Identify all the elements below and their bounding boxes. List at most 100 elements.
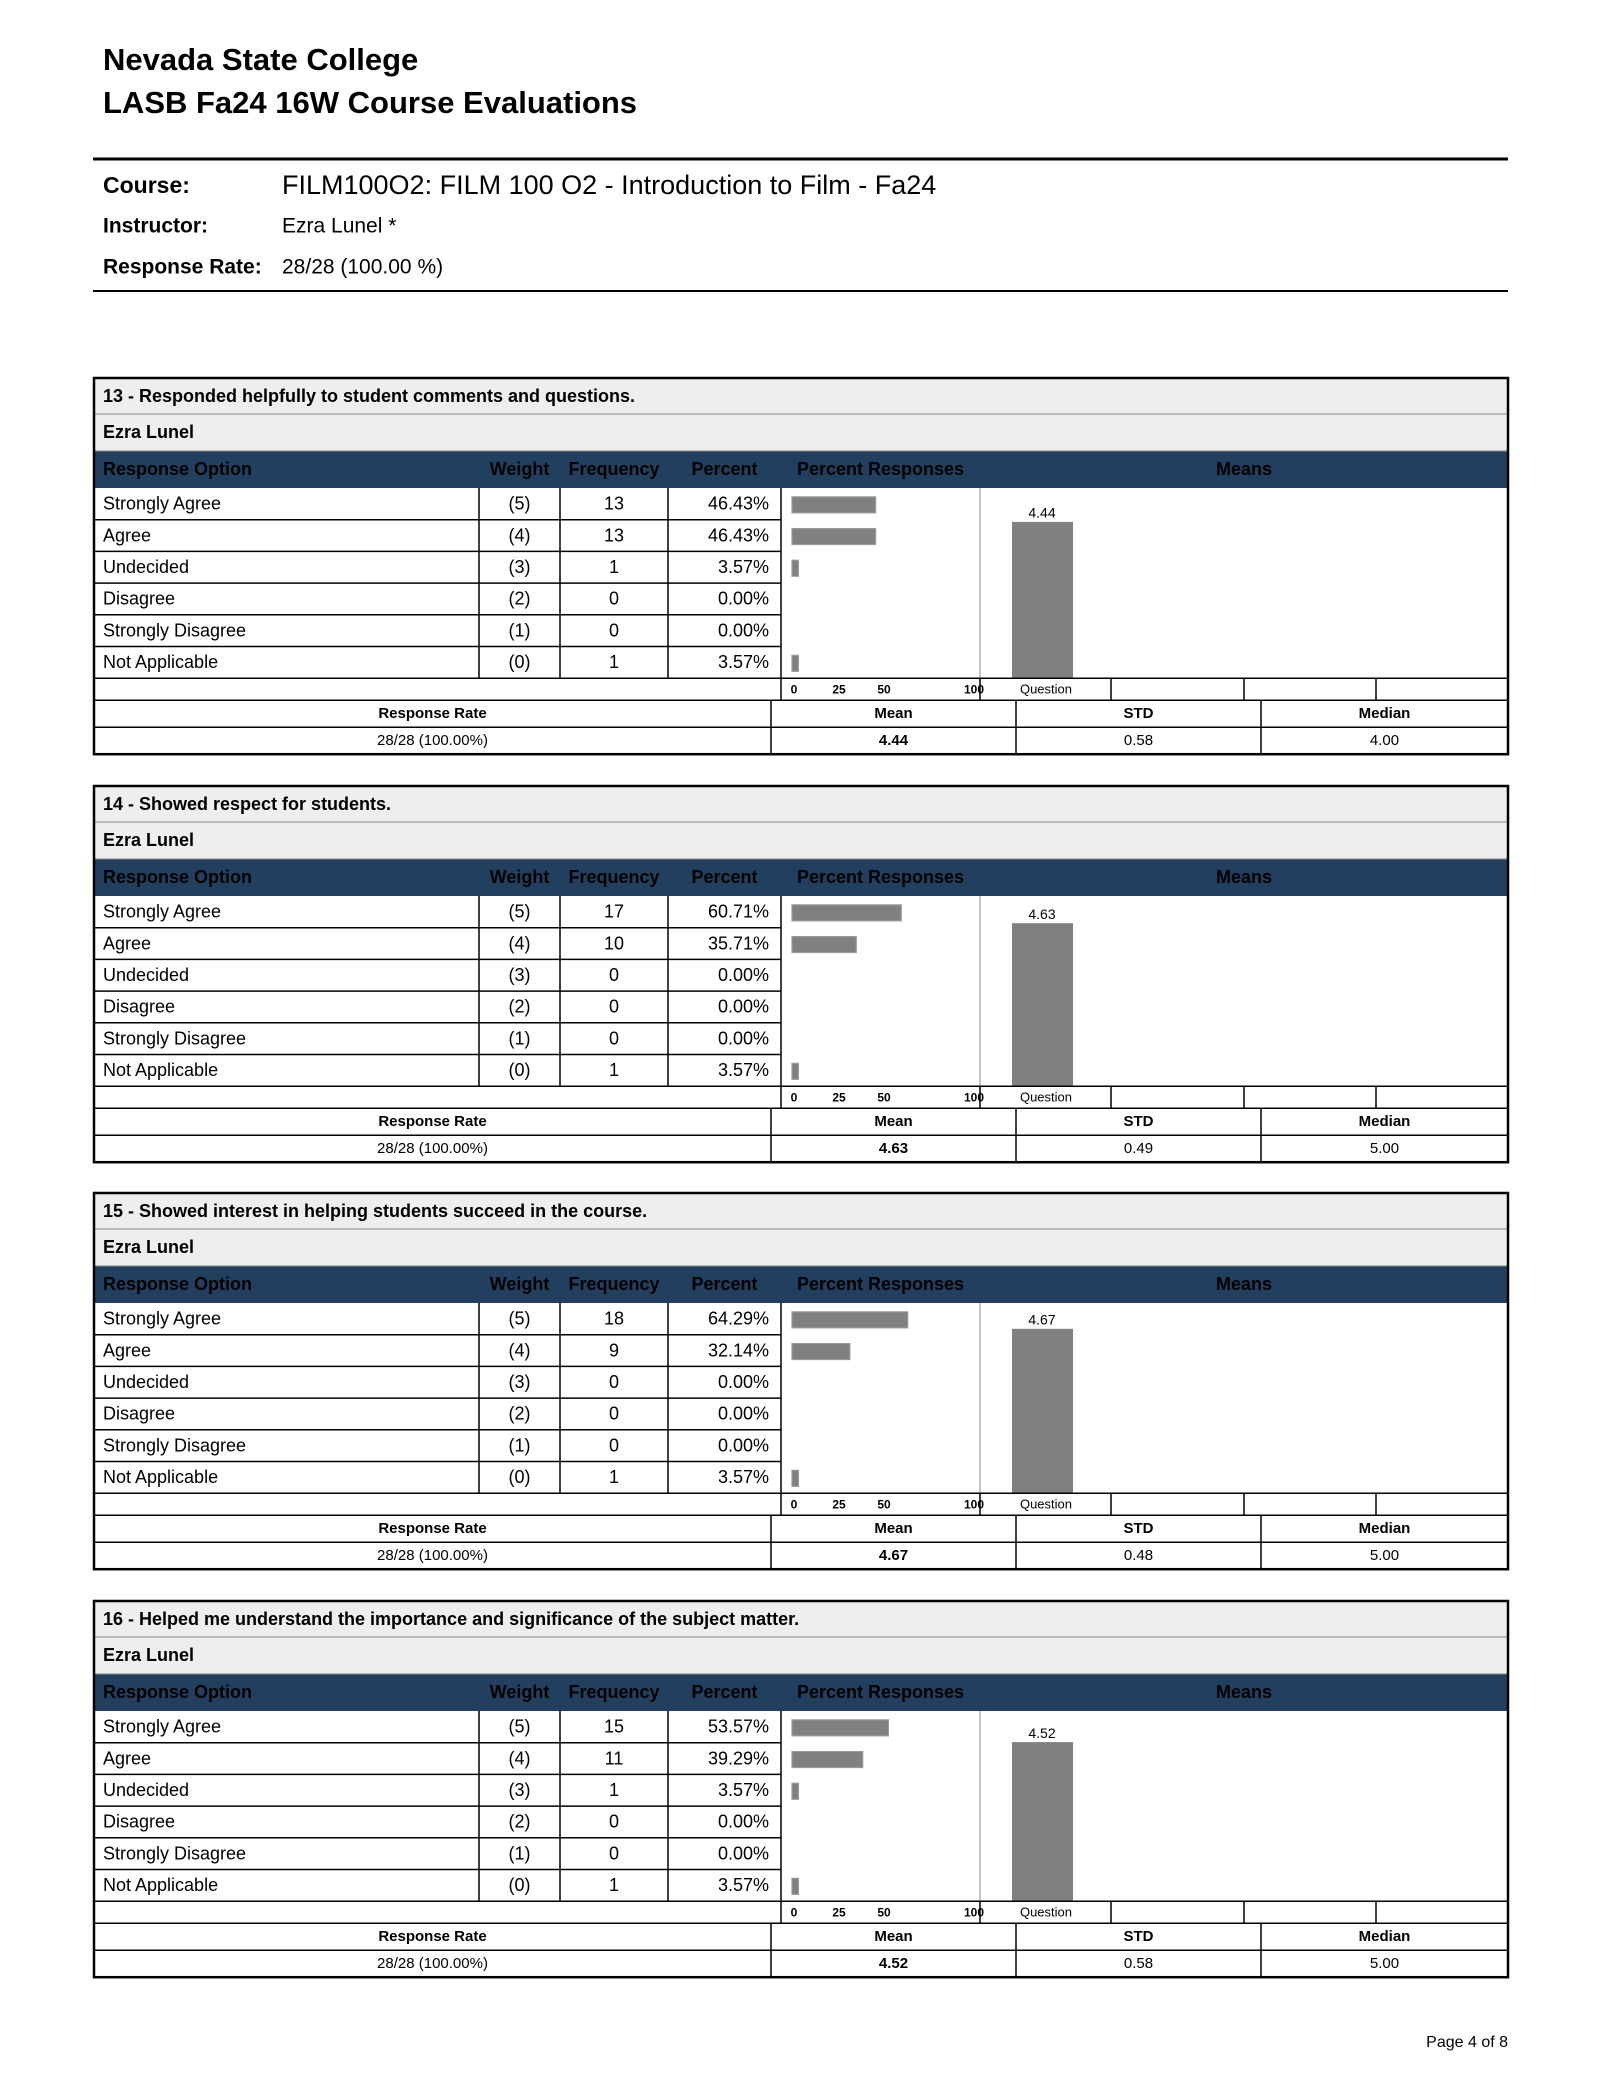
- frequency: 0: [609, 1372, 619, 1392]
- mean: 4.52: [879, 1955, 908, 1972]
- frequency: 18: [604, 1309, 624, 1329]
- instructor-label: Instructor:: [103, 215, 208, 238]
- median: 5.00: [1370, 1955, 1399, 1972]
- title-row: [94, 1193, 1508, 1229]
- frequency: 15: [604, 1717, 624, 1737]
- percent-bar: [791, 1719, 890, 1737]
- footer-label: Median: [1359, 705, 1411, 722]
- institution: Nevada State College: [103, 42, 418, 77]
- weight: (4): [509, 1340, 531, 1360]
- page-number: Page 4 of 8: [1426, 2034, 1508, 2051]
- weight: (3): [509, 1372, 531, 1392]
- column-header: Percent Responses: [797, 459, 964, 479]
- footer-label: Mean: [874, 1928, 912, 1945]
- frequency: 1: [609, 1875, 619, 1895]
- instructor-name: Ezra Lunel: [103, 422, 194, 442]
- weight: (0): [509, 1060, 531, 1080]
- title-row: [94, 1601, 1508, 1637]
- weight: (1): [509, 1843, 531, 1863]
- course-label: Course:: [103, 172, 190, 198]
- instructor-row: [94, 414, 1508, 451]
- frequency: 0: [609, 1028, 619, 1048]
- percent: 0.00%: [718, 589, 769, 609]
- percent: 53.57%: [708, 1717, 769, 1737]
- question-title: 15 - Showed interest in helping students…: [103, 1201, 647, 1221]
- percent: 35.71%: [708, 933, 769, 953]
- std: 0.49: [1124, 1140, 1153, 1157]
- axis-tick-label: 50: [877, 1497, 891, 1511]
- option: Undecided: [103, 1372, 189, 1392]
- column-header: Frequency: [568, 1274, 659, 1294]
- weight: (2): [509, 589, 531, 609]
- column-header: Response Option: [103, 867, 252, 887]
- percent-bar: [791, 527, 877, 546]
- weight: (1): [509, 1435, 531, 1455]
- weight: (2): [509, 1812, 531, 1832]
- option: Not Applicable: [103, 1875, 218, 1895]
- percent-bar: [791, 654, 800, 672]
- frequency: 0: [609, 1435, 619, 1455]
- footer-label: Median: [1359, 1928, 1411, 1945]
- std: 0.58: [1124, 1955, 1153, 1972]
- frequency: 0: [609, 1404, 619, 1424]
- percent: 3.57%: [718, 1875, 769, 1895]
- median: 4.00: [1370, 732, 1399, 749]
- percent: 46.43%: [708, 494, 769, 514]
- report-title: LASB Fa24 16W Course Evaluations: [103, 85, 637, 120]
- percent: 3.57%: [718, 557, 769, 577]
- weight: (2): [509, 1404, 531, 1424]
- axis-tick-label: 0: [791, 1497, 798, 1511]
- std: 0.48: [1124, 1547, 1153, 1564]
- response-rate-label: Response Rate:: [103, 256, 262, 279]
- frequency: 9: [609, 1340, 619, 1360]
- frequency: 0: [609, 1812, 619, 1832]
- question-title: 13 - Responded helpfully to student comm…: [103, 386, 635, 406]
- footer-label: Response Rate: [378, 1928, 486, 1945]
- footer-label: Median: [1359, 1520, 1411, 1537]
- axis-tick-label: 100: [964, 1497, 984, 1511]
- frequency: 1: [609, 1060, 619, 1080]
- response-rate: 28/28 (100.00%): [377, 1955, 488, 1972]
- frequency: 10: [604, 933, 624, 953]
- column-header: Percent Responses: [797, 1682, 964, 1702]
- option: Undecided: [103, 965, 189, 985]
- axis-tick-label: 25: [832, 1905, 846, 1919]
- footer-label: STD: [1124, 1928, 1154, 1945]
- column-header: Frequency: [568, 459, 659, 479]
- percent: 39.29%: [708, 1748, 769, 1768]
- mean-label: 4.63: [1028, 906, 1055, 922]
- option: Strongly Disagree: [103, 620, 246, 640]
- axis-tick-label: 25: [832, 1090, 846, 1104]
- column-header: Response Option: [103, 1682, 252, 1702]
- option: Agree: [103, 933, 151, 953]
- axis-tick-label: 25: [832, 682, 846, 696]
- option: Strongly Agree: [103, 1717, 221, 1737]
- frequency: 1: [609, 1467, 619, 1487]
- median: 5.00: [1370, 1140, 1399, 1157]
- frequency: 0: [609, 620, 619, 640]
- option: Agree: [103, 1340, 151, 1360]
- option: Strongly Agree: [103, 902, 221, 922]
- weight: (5): [509, 1717, 531, 1737]
- footer-label: Mean: [874, 1520, 912, 1537]
- frequency: 0: [609, 997, 619, 1017]
- footer-label: Response Rate: [378, 705, 486, 722]
- percent: 46.43%: [708, 525, 769, 545]
- column-header: Means: [1216, 867, 1272, 887]
- mean-bar: [1012, 1328, 1073, 1494]
- frequency: 11: [605, 1748, 624, 1768]
- mean-bar: [1012, 923, 1073, 1087]
- means-axis-label: Question: [1020, 682, 1072, 697]
- frequency: 13: [604, 525, 624, 545]
- percent: 0.00%: [718, 1404, 769, 1424]
- percent-bar: [791, 1311, 909, 1329]
- percent-bar: [791, 1782, 800, 1800]
- column-header: Percent Responses: [797, 867, 964, 887]
- weight: (1): [509, 1028, 531, 1048]
- column-header: Percent Responses: [797, 1274, 964, 1294]
- question-title: 14 - Showed respect for students.: [103, 794, 391, 814]
- instructor-row: [94, 822, 1508, 859]
- option: Strongly Agree: [103, 1309, 221, 1329]
